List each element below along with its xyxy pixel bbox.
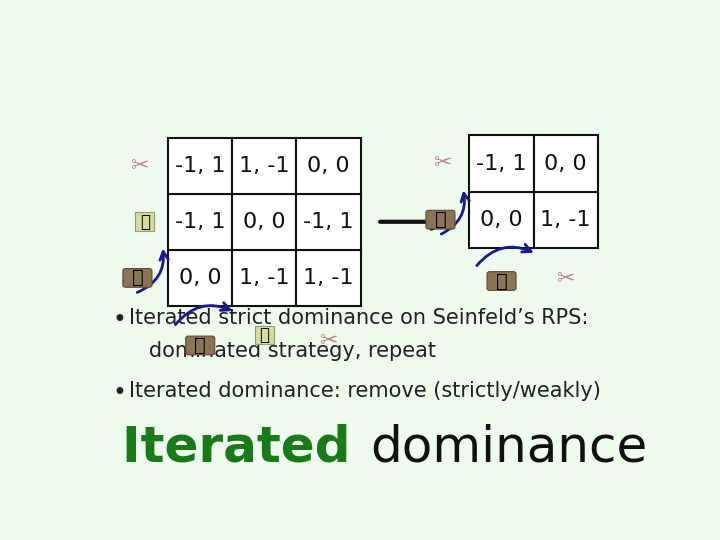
- FancyBboxPatch shape: [233, 250, 297, 306]
- FancyBboxPatch shape: [135, 212, 154, 231]
- Text: 🪨: 🪨: [435, 210, 446, 229]
- FancyBboxPatch shape: [186, 336, 215, 355]
- FancyBboxPatch shape: [123, 268, 152, 287]
- Text: 0, 0: 0, 0: [243, 212, 286, 232]
- FancyBboxPatch shape: [168, 138, 233, 194]
- Text: ✂: ✂: [319, 332, 338, 352]
- FancyBboxPatch shape: [487, 272, 516, 291]
- Text: 1, -1: 1, -1: [239, 268, 289, 288]
- Text: 📄: 📄: [140, 213, 150, 231]
- Text: 1, -1: 1, -1: [541, 210, 591, 230]
- FancyBboxPatch shape: [255, 326, 274, 345]
- Text: 📄: 📄: [259, 326, 269, 344]
- Text: 🪨: 🪨: [194, 336, 206, 355]
- Text: 0, 0: 0, 0: [179, 268, 222, 288]
- Text: 1, -1: 1, -1: [303, 268, 354, 288]
- Text: Iterated dominance: remove (strictly/weakly): Iterated dominance: remove (strictly/wea…: [129, 381, 601, 401]
- Text: ✂: ✂: [433, 153, 452, 173]
- FancyBboxPatch shape: [297, 138, 361, 194]
- Text: 1, -1: 1, -1: [239, 156, 289, 176]
- Text: 0, 0: 0, 0: [480, 210, 523, 230]
- FancyBboxPatch shape: [534, 192, 598, 248]
- FancyBboxPatch shape: [233, 194, 297, 250]
- FancyBboxPatch shape: [297, 194, 361, 250]
- FancyBboxPatch shape: [426, 210, 455, 229]
- Text: 🪨: 🪨: [132, 268, 143, 287]
- FancyBboxPatch shape: [233, 138, 297, 194]
- Text: -1, 1: -1, 1: [175, 212, 225, 232]
- FancyBboxPatch shape: [168, 250, 233, 306]
- Text: -1, 1: -1, 1: [476, 153, 527, 173]
- Text: 0, 0: 0, 0: [307, 156, 350, 176]
- Text: Iterated strict dominance on Seinfeld’s RPS:: Iterated strict dominance on Seinfeld’s …: [129, 308, 588, 328]
- Text: 0, 0: 0, 0: [544, 153, 587, 173]
- Text: dominated strategy, repeat: dominated strategy, repeat: [129, 341, 436, 361]
- Text: 🪨: 🪨: [495, 272, 508, 291]
- FancyBboxPatch shape: [469, 136, 534, 192]
- FancyBboxPatch shape: [469, 192, 534, 248]
- Text: ✂: ✂: [130, 156, 148, 176]
- Text: -1, 1: -1, 1: [303, 212, 354, 232]
- Text: •: •: [112, 308, 126, 332]
- Text: Iterated: Iterated: [122, 423, 368, 471]
- Text: dominance: dominance: [370, 423, 647, 471]
- Text: •: •: [112, 381, 126, 405]
- Text: -1, 1: -1, 1: [175, 156, 225, 176]
- FancyBboxPatch shape: [534, 136, 598, 192]
- Text: ✂: ✂: [557, 269, 575, 289]
- FancyBboxPatch shape: [168, 194, 233, 250]
- FancyBboxPatch shape: [297, 250, 361, 306]
